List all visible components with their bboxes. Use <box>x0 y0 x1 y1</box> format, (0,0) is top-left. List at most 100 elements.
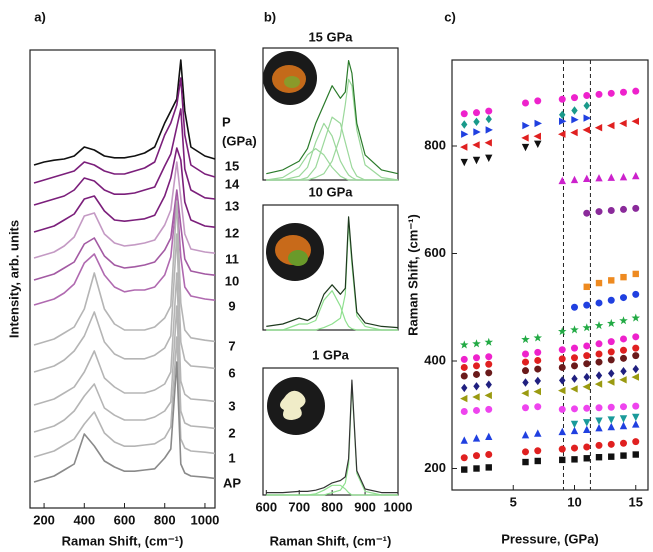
data-point <box>558 346 566 354</box>
data-point <box>485 380 492 389</box>
data-point <box>595 417 603 425</box>
data-point <box>521 335 530 344</box>
data-point <box>472 434 481 442</box>
panel-label: b) <box>264 9 276 24</box>
legend-title: (GPa) <box>222 133 257 148</box>
x-tick-label: 800 <box>321 499 343 514</box>
data-point <box>583 301 591 309</box>
legend-label: AP <box>223 475 241 490</box>
data-point <box>631 117 639 125</box>
data-point <box>608 369 615 378</box>
spectrum-line <box>266 216 399 329</box>
data-point <box>485 464 492 471</box>
data-point <box>460 394 468 403</box>
data-point <box>607 318 616 327</box>
y-tick-label: 400 <box>424 352 446 367</box>
data-point <box>473 117 480 126</box>
x-tick-label: 700 <box>288 499 310 514</box>
plot-frame <box>262 204 399 331</box>
data-point <box>607 422 615 431</box>
data-point <box>570 385 578 393</box>
data-point <box>534 356 542 364</box>
data-point <box>534 119 542 128</box>
data-point <box>619 376 627 384</box>
data-point <box>522 99 529 107</box>
data-point <box>570 128 578 137</box>
data-point <box>558 355 566 363</box>
data-point <box>620 88 627 96</box>
data-point <box>594 321 604 330</box>
spectrum-line <box>266 222 398 331</box>
legend-label: 9 <box>228 298 235 313</box>
data-point <box>473 354 480 362</box>
data-point <box>632 451 639 458</box>
legend-label: 12 <box>225 225 239 240</box>
data-point <box>473 362 480 370</box>
data-point <box>632 333 640 341</box>
x-tick-label: 5 <box>510 494 517 509</box>
data-point <box>473 128 481 136</box>
spectrum-line <box>33 233 216 373</box>
data-point <box>522 350 529 358</box>
data-point <box>533 387 541 396</box>
data-point <box>595 174 603 182</box>
data-point <box>631 373 639 381</box>
y-tick-label: 200 <box>424 460 446 475</box>
data-point <box>485 369 493 377</box>
x-tick-label: 15 <box>629 494 643 509</box>
subplot-title: 10 GPa <box>308 184 353 199</box>
sample-photo <box>266 223 324 281</box>
data-point <box>473 452 480 460</box>
spectrum-line <box>33 336 216 458</box>
data-point <box>473 465 480 472</box>
data-point <box>583 360 591 368</box>
data-point <box>522 378 529 387</box>
data-point <box>460 454 468 462</box>
data-point <box>620 439 627 447</box>
data-point <box>521 143 530 152</box>
data-point <box>472 393 480 401</box>
data-point <box>485 353 493 361</box>
spectrum-line <box>266 60 399 175</box>
data-point <box>632 413 640 422</box>
data-point <box>594 380 603 388</box>
data-point <box>595 299 603 307</box>
data-point <box>522 458 529 466</box>
data-point <box>461 466 468 473</box>
data-point <box>632 344 640 352</box>
data-point <box>460 363 468 371</box>
legend-title: P <box>222 114 231 129</box>
data-point <box>607 403 615 411</box>
data-point <box>460 143 468 151</box>
data-point <box>632 364 639 374</box>
data-point <box>632 171 640 180</box>
spectrum-line <box>33 59 216 166</box>
plot-frame <box>29 49 216 509</box>
data-point <box>485 432 493 440</box>
legend-label: 11 <box>225 251 239 266</box>
data-point <box>484 391 492 400</box>
data-point <box>583 101 590 110</box>
data-point <box>473 382 480 391</box>
data-point <box>571 405 578 413</box>
data-point <box>594 124 603 132</box>
x-tick-label: 1000 <box>190 512 219 527</box>
data-point <box>473 370 480 378</box>
legend-label: 13 <box>225 198 239 213</box>
data-point <box>607 121 615 130</box>
data-point <box>583 283 590 291</box>
data-point <box>620 452 627 459</box>
data-point <box>484 337 493 346</box>
data-point <box>583 455 590 462</box>
data-point <box>595 279 603 287</box>
spectrum-line <box>33 77 216 184</box>
data-point <box>595 424 603 432</box>
data-point <box>607 416 615 424</box>
data-point <box>620 403 627 411</box>
data-point <box>595 371 603 380</box>
data-point <box>607 207 615 214</box>
data-point <box>583 114 591 122</box>
data-point <box>608 277 615 284</box>
data-point <box>472 141 480 149</box>
data-point <box>522 121 530 130</box>
